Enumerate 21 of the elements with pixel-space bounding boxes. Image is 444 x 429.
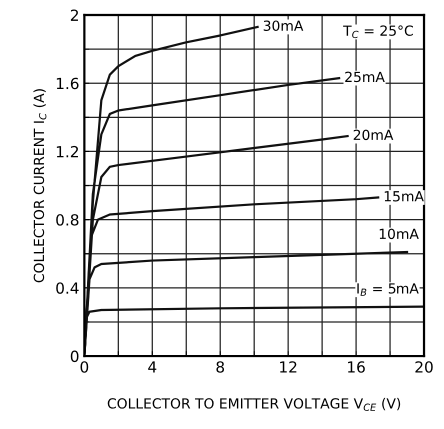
- x-tick-label: 0: [80, 361, 88, 373]
- y-tick-label: 1.6: [56, 78, 79, 90]
- y-tick-label: 0.4: [56, 282, 79, 294]
- series-label: 15mA: [384, 191, 424, 202]
- y-axis-title: COLLECTOR CURRENT I$_{C}$ (A): [33, 89, 46, 282]
- series-label: 30mA: [264, 20, 304, 31]
- x-tick-label: 20: [415, 361, 433, 373]
- x-tick-label: 4: [148, 361, 156, 373]
- x-axis-title: COLLECTOR TO EMITTER VOLTAGE V$_{CE}$ (V): [108, 398, 400, 411]
- y-tick-label: 0: [70, 350, 78, 362]
- x-tick-label: 12: [280, 361, 296, 373]
- series-label: I$_{B}$ = 5mA: [357, 283, 419, 296]
- y-tick-label: 0.8: [56, 214, 78, 226]
- series-label: 10mA: [380, 228, 419, 240]
- series-label: 20mA: [354, 130, 394, 140]
- x-tick-label: 8: [216, 361, 224, 373]
- y-tick-label: 1.2: [56, 146, 78, 158]
- series-label: 25mA: [345, 72, 385, 82]
- annotation: T$_{C}$ = 25°C: [343, 25, 413, 38]
- y-tick-label: 2: [70, 9, 78, 21]
- x-tick-label: 16: [348, 361, 365, 373]
